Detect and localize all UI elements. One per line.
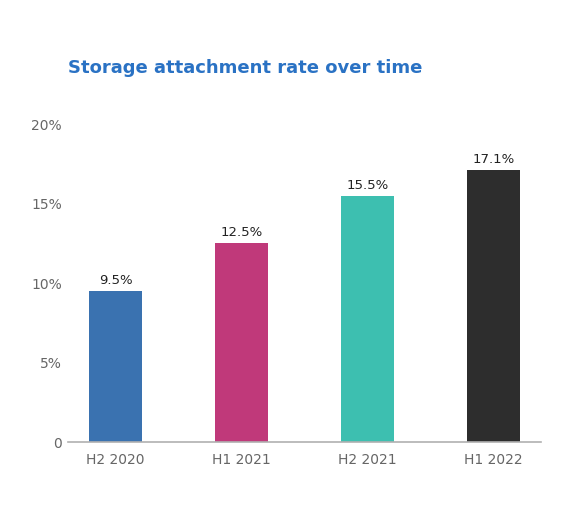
Text: 12.5%: 12.5% — [221, 227, 263, 240]
Text: 15.5%: 15.5% — [346, 179, 389, 192]
Bar — [89, 291, 142, 442]
Text: Storage attachment rate over time: Storage attachment rate over time — [68, 59, 422, 77]
Bar — [215, 244, 268, 442]
Text: 9.5%: 9.5% — [99, 274, 133, 287]
Text: 17.1%: 17.1% — [472, 153, 514, 167]
Bar — [467, 170, 520, 442]
Bar — [341, 196, 394, 442]
